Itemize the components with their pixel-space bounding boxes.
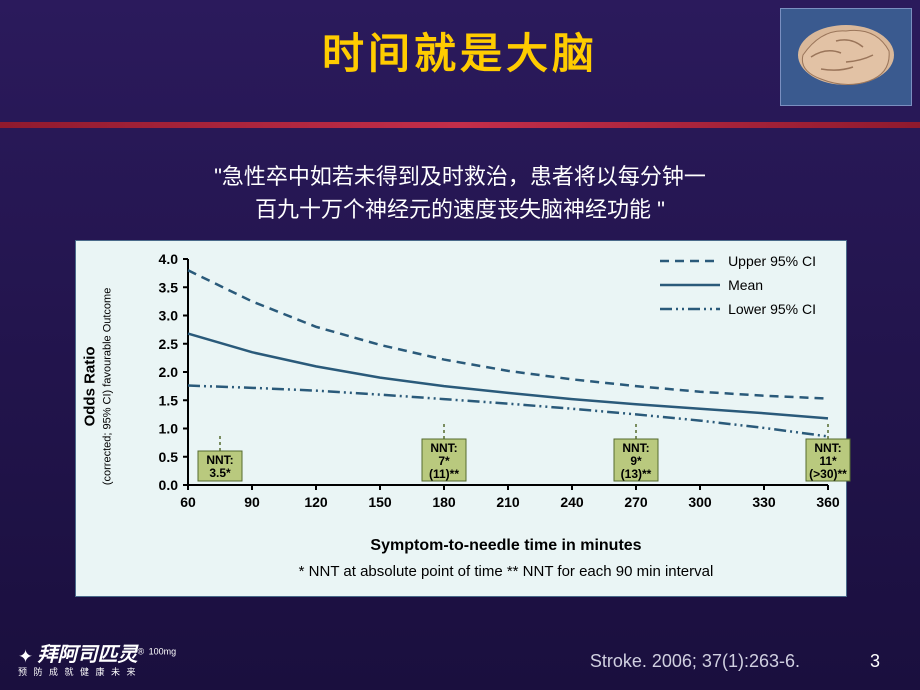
svg-text:3.5*: 3.5* — [209, 466, 231, 480]
legend-upper: Upper 95% CI — [660, 251, 816, 271]
chart-footnote: * NNT at absolute point of time ** NNT f… — [176, 563, 836, 580]
svg-text:1.5: 1.5 — [159, 392, 179, 408]
page-number: 3 — [870, 651, 880, 672]
x-axis-label: Symptom-to-needle time in minutes — [176, 537, 836, 555]
citation: Stroke. 2006; 37(1):263-6. — [590, 651, 800, 672]
logo-dose: 100mg — [149, 646, 177, 656]
divider — [0, 122, 920, 128]
svg-text:1.0: 1.0 — [159, 421, 179, 437]
svg-text:180: 180 — [432, 494, 456, 510]
svg-text:120: 120 — [304, 494, 328, 510]
subtitle-line2: 百九十万个神经元的速度丧失脑神经功能 " — [255, 197, 665, 222]
ylabel-sub: (corrected; 95% CI) favourable Outcome — [101, 287, 113, 484]
legend: Upper 95% CI Mean Lower 95% CI — [660, 251, 816, 323]
slide: 时间就是大脑 "急性卒中如若未得到及时救治，患者将以每分钟一 百九十万个神经元的… — [0, 0, 920, 690]
svg-text:(11)**: (11)** — [429, 467, 459, 481]
subtitle-line1: "急性卒中如若未得到及时救治，患者将以每分钟一 — [214, 164, 706, 189]
svg-text:300: 300 — [688, 494, 712, 510]
slide-title: 时间就是大脑 — [0, 20, 920, 81]
svg-text:3.0: 3.0 — [159, 308, 179, 324]
brand-logo: ✦ 拜阿司匹灵® 100mg 预 防 成 就 健 康 未 来 — [18, 638, 176, 678]
svg-text:210: 210 — [496, 494, 520, 510]
svg-text:330: 330 — [752, 494, 776, 510]
svg-text:3.5: 3.5 — [159, 279, 179, 295]
logo-tagline: 预 防 成 就 健 康 未 来 — [18, 665, 176, 678]
svg-text:270: 270 — [624, 494, 648, 510]
svg-text:NNT:: NNT: — [206, 453, 233, 467]
ylabel-main: Odds Ratio — [82, 346, 99, 426]
legend-mean-label: Mean — [728, 277, 763, 293]
svg-text:60: 60 — [180, 494, 196, 510]
svg-text:(>30)**: (>30)** — [809, 467, 847, 481]
legend-upper-label: Upper 95% CI — [728, 253, 816, 269]
svg-text:NNT:: NNT: — [622, 441, 649, 455]
legend-mean: Mean — [660, 275, 816, 295]
svg-text:NNT:: NNT: — [814, 441, 841, 455]
svg-text:4.0: 4.0 — [159, 251, 179, 267]
y-axis-label: Odds Ratio (corrected; 95% CI) favourabl… — [84, 276, 112, 496]
svg-text:9*: 9* — [630, 454, 642, 468]
svg-text:150: 150 — [368, 494, 392, 510]
slide-subtitle: "急性卒中如若未得到及时救治，患者将以每分钟一 百九十万个神经元的速度丧失脑神经… — [0, 160, 920, 226]
svg-text:0.0: 0.0 — [159, 477, 179, 493]
logo-text: 拜阿司匹灵 — [38, 644, 138, 666]
svg-text:2.5: 2.5 — [159, 336, 179, 352]
svg-text:7*: 7* — [438, 454, 450, 468]
svg-text:NNT:: NNT: — [430, 441, 457, 455]
legend-lower-label: Lower 95% CI — [728, 301, 816, 317]
svg-text:240: 240 — [560, 494, 584, 510]
svg-text:(13)**: (13)** — [621, 467, 652, 481]
legend-lower: Lower 95% CI — [660, 299, 816, 319]
svg-text:90: 90 — [244, 494, 260, 510]
svg-text:2.0: 2.0 — [159, 364, 179, 380]
chart-container: Odds Ratio (corrected; 95% CI) favourabl… — [75, 240, 847, 597]
svg-text:360: 360 — [816, 494, 840, 510]
svg-text:0.5: 0.5 — [159, 449, 179, 465]
svg-text:11*: 11* — [819, 454, 837, 468]
